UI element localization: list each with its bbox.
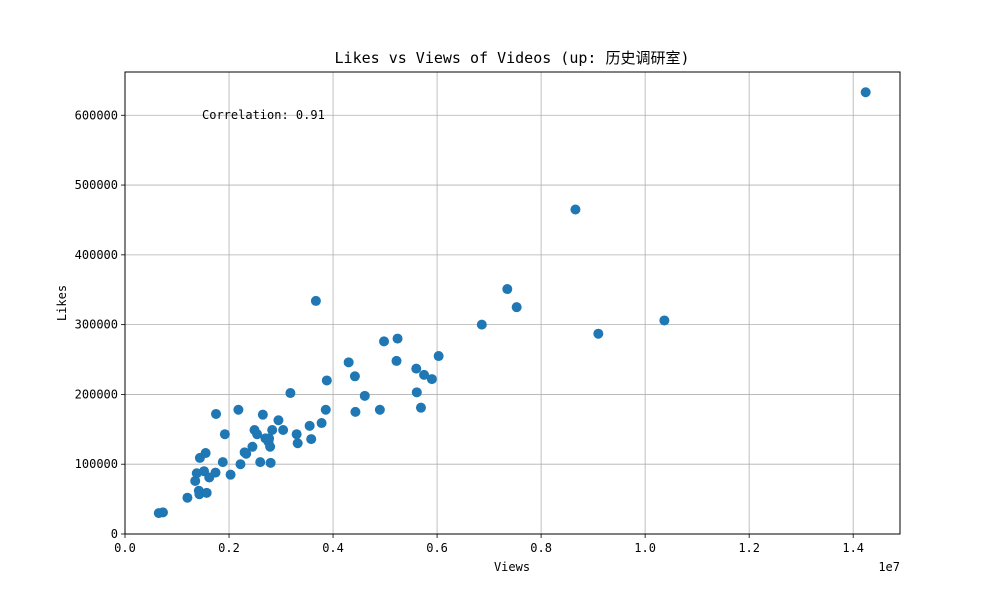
data-point [359, 390, 370, 401]
data-point [392, 333, 403, 344]
data-point [219, 429, 230, 440]
data-point [476, 319, 487, 330]
data-point [264, 433, 275, 444]
data-point [415, 402, 426, 413]
data-point [860, 87, 871, 98]
data-point [433, 351, 444, 362]
data-point [350, 406, 361, 417]
data-point [349, 371, 360, 382]
y-axis-label: Likes [55, 285, 69, 321]
data-point [659, 315, 670, 326]
data-point [265, 457, 276, 468]
x-axis-offset-label: 1e7 [878, 560, 900, 574]
x-tick-label: 0.8 [530, 541, 552, 555]
data-points [153, 87, 871, 519]
data-point [593, 328, 604, 339]
data-point [306, 434, 317, 445]
y-axis-ticks: 0 100000 200000 300000 400000 500000 600000 [75, 108, 125, 541]
data-point [241, 448, 252, 459]
data-point [247, 441, 258, 452]
x-tick-label: 1.4 [842, 541, 864, 555]
x-tick-label: 1.2 [738, 541, 760, 555]
x-tick-label: 0.6 [426, 541, 448, 555]
x-axis-label: Views [494, 560, 530, 574]
y-tick-label: 500000 [75, 178, 118, 192]
y-tick-label: 400000 [75, 248, 118, 262]
data-point [200, 448, 211, 459]
data-point [273, 415, 284, 426]
data-point [291, 429, 302, 440]
x-axis-ticks: 0.0 0.2 0.4 0.6 0.8 1.0 1.2 1.4 [114, 534, 864, 555]
plot-frame [124, 71, 901, 535]
data-point [252, 429, 263, 440]
data-point [426, 374, 437, 385]
data-point [217, 457, 228, 468]
data-point [321, 375, 332, 386]
data-point [190, 475, 201, 486]
data-point [210, 467, 221, 478]
data-point [235, 459, 246, 470]
data-point [255, 457, 266, 468]
y-tick-label: 0 [111, 527, 118, 541]
x-tick-label: 1.0 [634, 541, 656, 555]
data-point [257, 409, 268, 420]
data-point [320, 404, 331, 415]
data-point [502, 284, 513, 295]
data-point [182, 492, 193, 503]
data-point [211, 408, 222, 419]
y-tick-label: 600000 [75, 108, 118, 122]
data-point [304, 420, 315, 431]
data-point [157, 507, 168, 518]
data-point [233, 404, 244, 415]
data-point [316, 418, 327, 429]
chart-title: Likes vs Views of Videos (up: 历史调研室) [335, 49, 690, 67]
y-tick-label: 300000 [75, 318, 118, 332]
data-point [292, 438, 303, 449]
y-tick-label: 200000 [75, 387, 118, 401]
y-tick-label: 100000 [75, 457, 118, 471]
data-point [411, 363, 422, 374]
data-point [379, 336, 390, 347]
data-point [570, 204, 581, 215]
data-point [511, 302, 522, 313]
data-point [310, 295, 321, 306]
data-point [201, 487, 212, 498]
data-point [225, 469, 236, 480]
data-point [411, 387, 422, 398]
x-tick-label: 0.2 [218, 541, 240, 555]
data-point [391, 355, 402, 366]
data-point [343, 357, 354, 368]
correlation-annotation: Correlation: 0.91 [202, 108, 325, 122]
data-point [374, 404, 385, 415]
data-point [267, 425, 278, 436]
x-tick-label: 0.0 [114, 541, 136, 555]
data-point [419, 369, 430, 380]
data-point [265, 441, 276, 452]
x-tick-label: 0.4 [322, 541, 344, 555]
data-point [285, 388, 296, 399]
grid-lines [124, 72, 900, 535]
data-point [278, 425, 289, 436]
